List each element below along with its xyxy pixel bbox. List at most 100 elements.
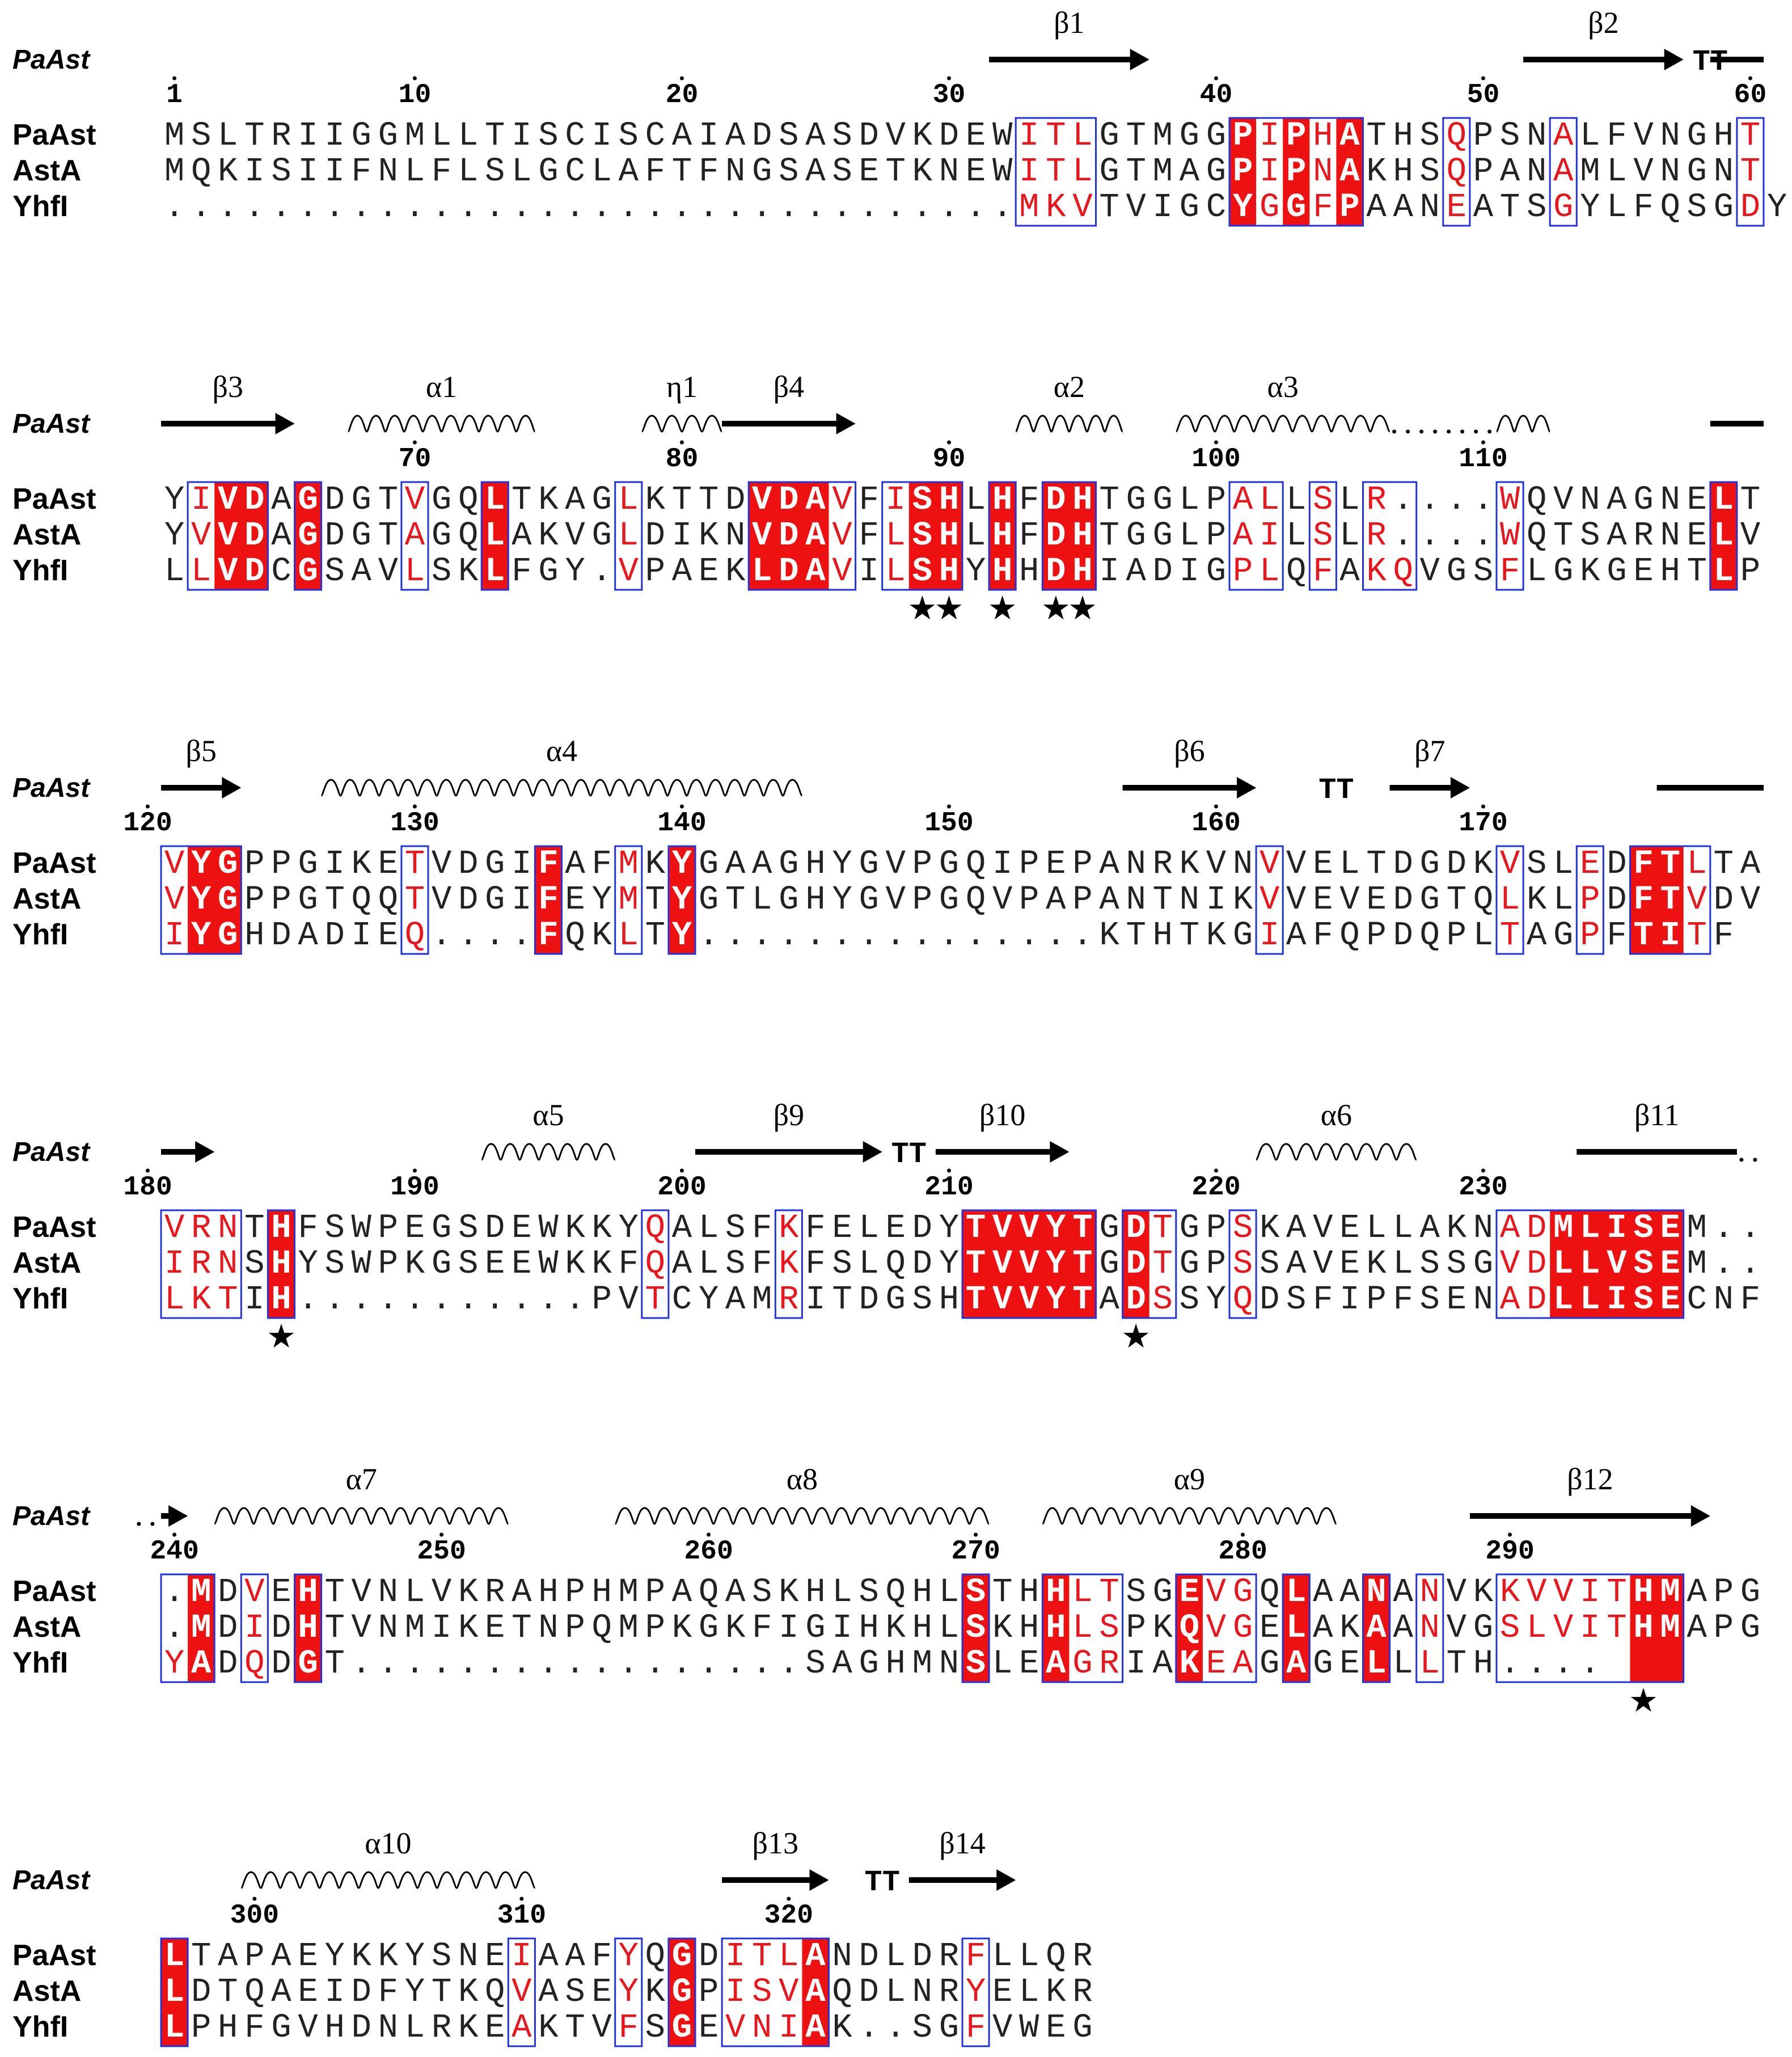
residue: V	[191, 517, 212, 555]
identical-column-highlight	[214, 482, 268, 590]
residue: T	[324, 881, 344, 919]
residue: N	[1527, 153, 1546, 191]
residue: Q	[645, 1937, 665, 1975]
residue: Q	[1286, 552, 1306, 590]
position-tick	[946, 1168, 951, 1173]
residue: D	[645, 517, 665, 555]
sequence-name: PaAst	[12, 483, 96, 516]
residue: K	[992, 1609, 1013, 1647]
residue: Y	[565, 552, 585, 590]
residue: Q	[645, 1245, 665, 1283]
residue: F	[1633, 881, 1653, 919]
residue: L	[752, 881, 772, 919]
residue: S	[725, 1245, 745, 1283]
residue: K	[672, 1609, 692, 1647]
residue: A	[191, 1645, 212, 1683]
residue: V	[565, 517, 585, 555]
ss-track-label: PaAst	[12, 1137, 91, 1167]
similar-column-box	[1175, 1573, 1257, 1683]
residue: K	[352, 1937, 372, 1975]
residue: K	[1233, 881, 1253, 919]
residue: A	[512, 2009, 532, 2047]
identical-column-highlight	[481, 482, 509, 590]
residue: D	[324, 517, 344, 555]
residue: R	[191, 1209, 211, 1247]
alpha-helix-coil	[320, 779, 803, 797]
residue: .	[699, 916, 719, 954]
residue: V	[886, 117, 906, 155]
residue: .	[432, 1281, 451, 1319]
residue: L	[1286, 1609, 1306, 1647]
residue: .	[1500, 1645, 1520, 1683]
residue: Q	[966, 845, 986, 883]
gap-dot	[1392, 429, 1397, 434]
residue: D	[271, 1645, 291, 1683]
residue: G	[538, 153, 558, 191]
residue: K	[458, 552, 479, 590]
identical-column-highlight	[1550, 1210, 1684, 1318]
similar-column-box	[294, 1573, 323, 1683]
residue: A	[565, 845, 585, 883]
residue: F	[1500, 552, 1520, 590]
residue: Y	[298, 1245, 318, 1283]
similar-column-box	[614, 481, 643, 591]
residue: E	[886, 1209, 906, 1247]
residue: P	[1366, 916, 1386, 954]
residue: I	[164, 1245, 184, 1283]
residue: K	[458, 2009, 479, 2047]
identical-column-highlight	[294, 482, 322, 590]
residue: .	[458, 1281, 478, 1319]
residue: A	[1420, 1209, 1440, 1247]
residue: A	[1393, 188, 1413, 226]
identical-column-highlight	[1363, 1574, 1390, 1682]
residue: .	[591, 1645, 611, 1683]
residue: R	[1072, 1937, 1092, 1975]
residue: A	[1366, 1609, 1387, 1647]
similar-column-box	[1495, 1573, 1685, 1683]
residue: E	[1046, 2009, 1066, 2047]
ss-element-label: η1	[666, 370, 698, 404]
residue: N	[1420, 1609, 1440, 1647]
residue: A	[1339, 117, 1360, 155]
position-tick	[519, 1897, 524, 1901]
residue: A	[672, 1209, 692, 1247]
residue: S	[805, 1645, 825, 1683]
residue: H	[1660, 552, 1680, 590]
similar-column-box	[881, 481, 963, 591]
residue: S	[966, 1609, 986, 1647]
residue: Y	[1206, 1281, 1226, 1319]
residue: .	[244, 188, 264, 226]
residue: K	[1473, 1573, 1494, 1611]
residue: .	[1019, 916, 1039, 954]
similar-column-box	[160, 1573, 215, 1683]
residue: I	[512, 117, 531, 155]
residue: K	[1580, 552, 1600, 590]
residue: A	[1286, 1245, 1307, 1283]
residue: L	[1019, 1937, 1039, 1975]
residue: I	[1339, 1281, 1359, 1319]
residue: V	[1313, 1245, 1333, 1283]
position-tick	[1481, 440, 1485, 445]
position-number: 160	[1191, 808, 1240, 839]
residue: S	[1687, 188, 1707, 226]
residue: Y	[1580, 188, 1600, 226]
similar-column-box	[1575, 845, 1604, 955]
residue: Q	[1233, 1281, 1253, 1319]
position-tick	[946, 76, 951, 81]
residue: L	[1527, 552, 1546, 590]
residue: L	[1339, 517, 1359, 555]
residue: V	[1740, 881, 1761, 919]
residue: D	[271, 916, 291, 954]
similar-column-box	[961, 1573, 990, 1683]
residue: D	[458, 881, 478, 919]
residue: L	[1687, 845, 1707, 883]
residue: I	[1607, 1209, 1626, 1247]
catalytic-residue-star: ★	[1068, 589, 1097, 627]
similar-column-box	[187, 481, 269, 591]
residue: P	[645, 1609, 665, 1647]
residue: A	[565, 481, 585, 519]
residue: I	[1580, 1573, 1600, 1611]
residue: K	[779, 1209, 799, 1247]
residue: Q	[1447, 117, 1466, 155]
residue: L	[1553, 1245, 1573, 1283]
